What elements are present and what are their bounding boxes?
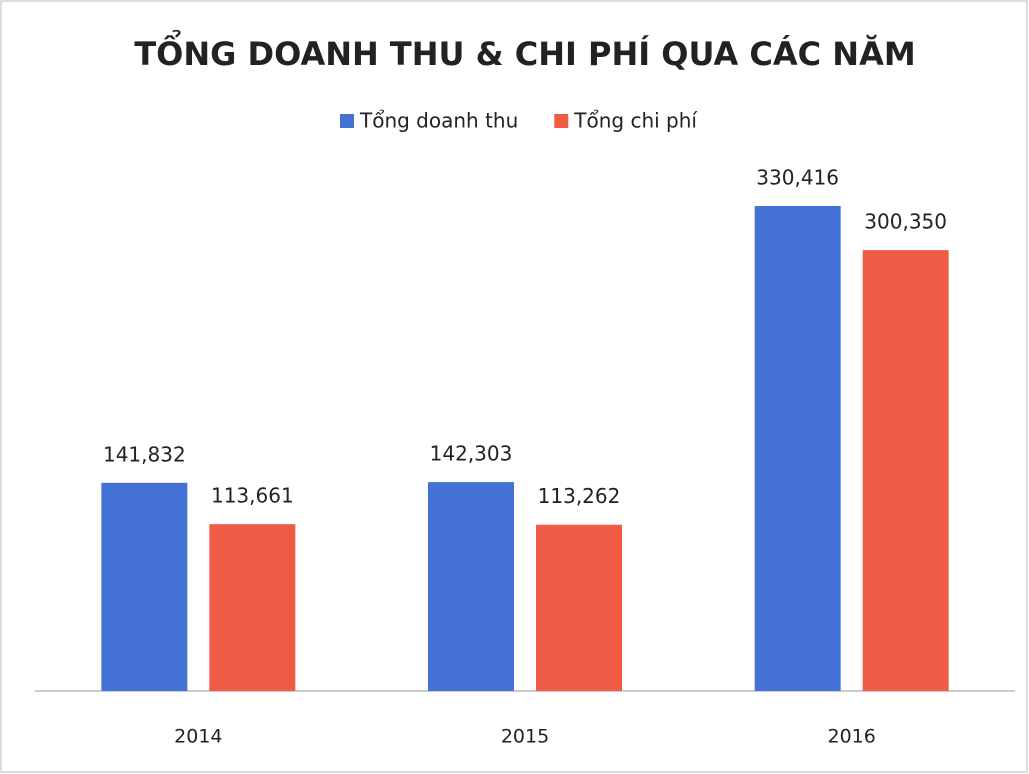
data-label: 142,303 (430, 442, 513, 466)
x-tick-label: 2014 (174, 726, 222, 748)
bar (862, 250, 949, 692)
legend-swatch (554, 114, 569, 128)
x-tick-label: 2016 (827, 726, 875, 748)
legend-label: Tổng chi phí (573, 109, 698, 133)
chart-title: TỔNG DOANH THU & CHI PHÍ QUA CÁC NĂM (134, 29, 915, 73)
data-label: 113,262 (538, 484, 621, 508)
data-label: 300,350 (864, 210, 947, 234)
data-label: 113,661 (211, 484, 294, 508)
legend-label: Tổng doanh thu (359, 109, 518, 133)
x-tick-label: 2015 (501, 726, 549, 748)
bar (209, 524, 296, 691)
data-label: 330,416 (756, 166, 839, 190)
legend-swatch (340, 114, 354, 128)
bar (101, 482, 188, 691)
bar (536, 524, 622, 691)
bar (754, 206, 841, 691)
bar (428, 482, 514, 691)
data-label: 141,832 (103, 442, 186, 466)
